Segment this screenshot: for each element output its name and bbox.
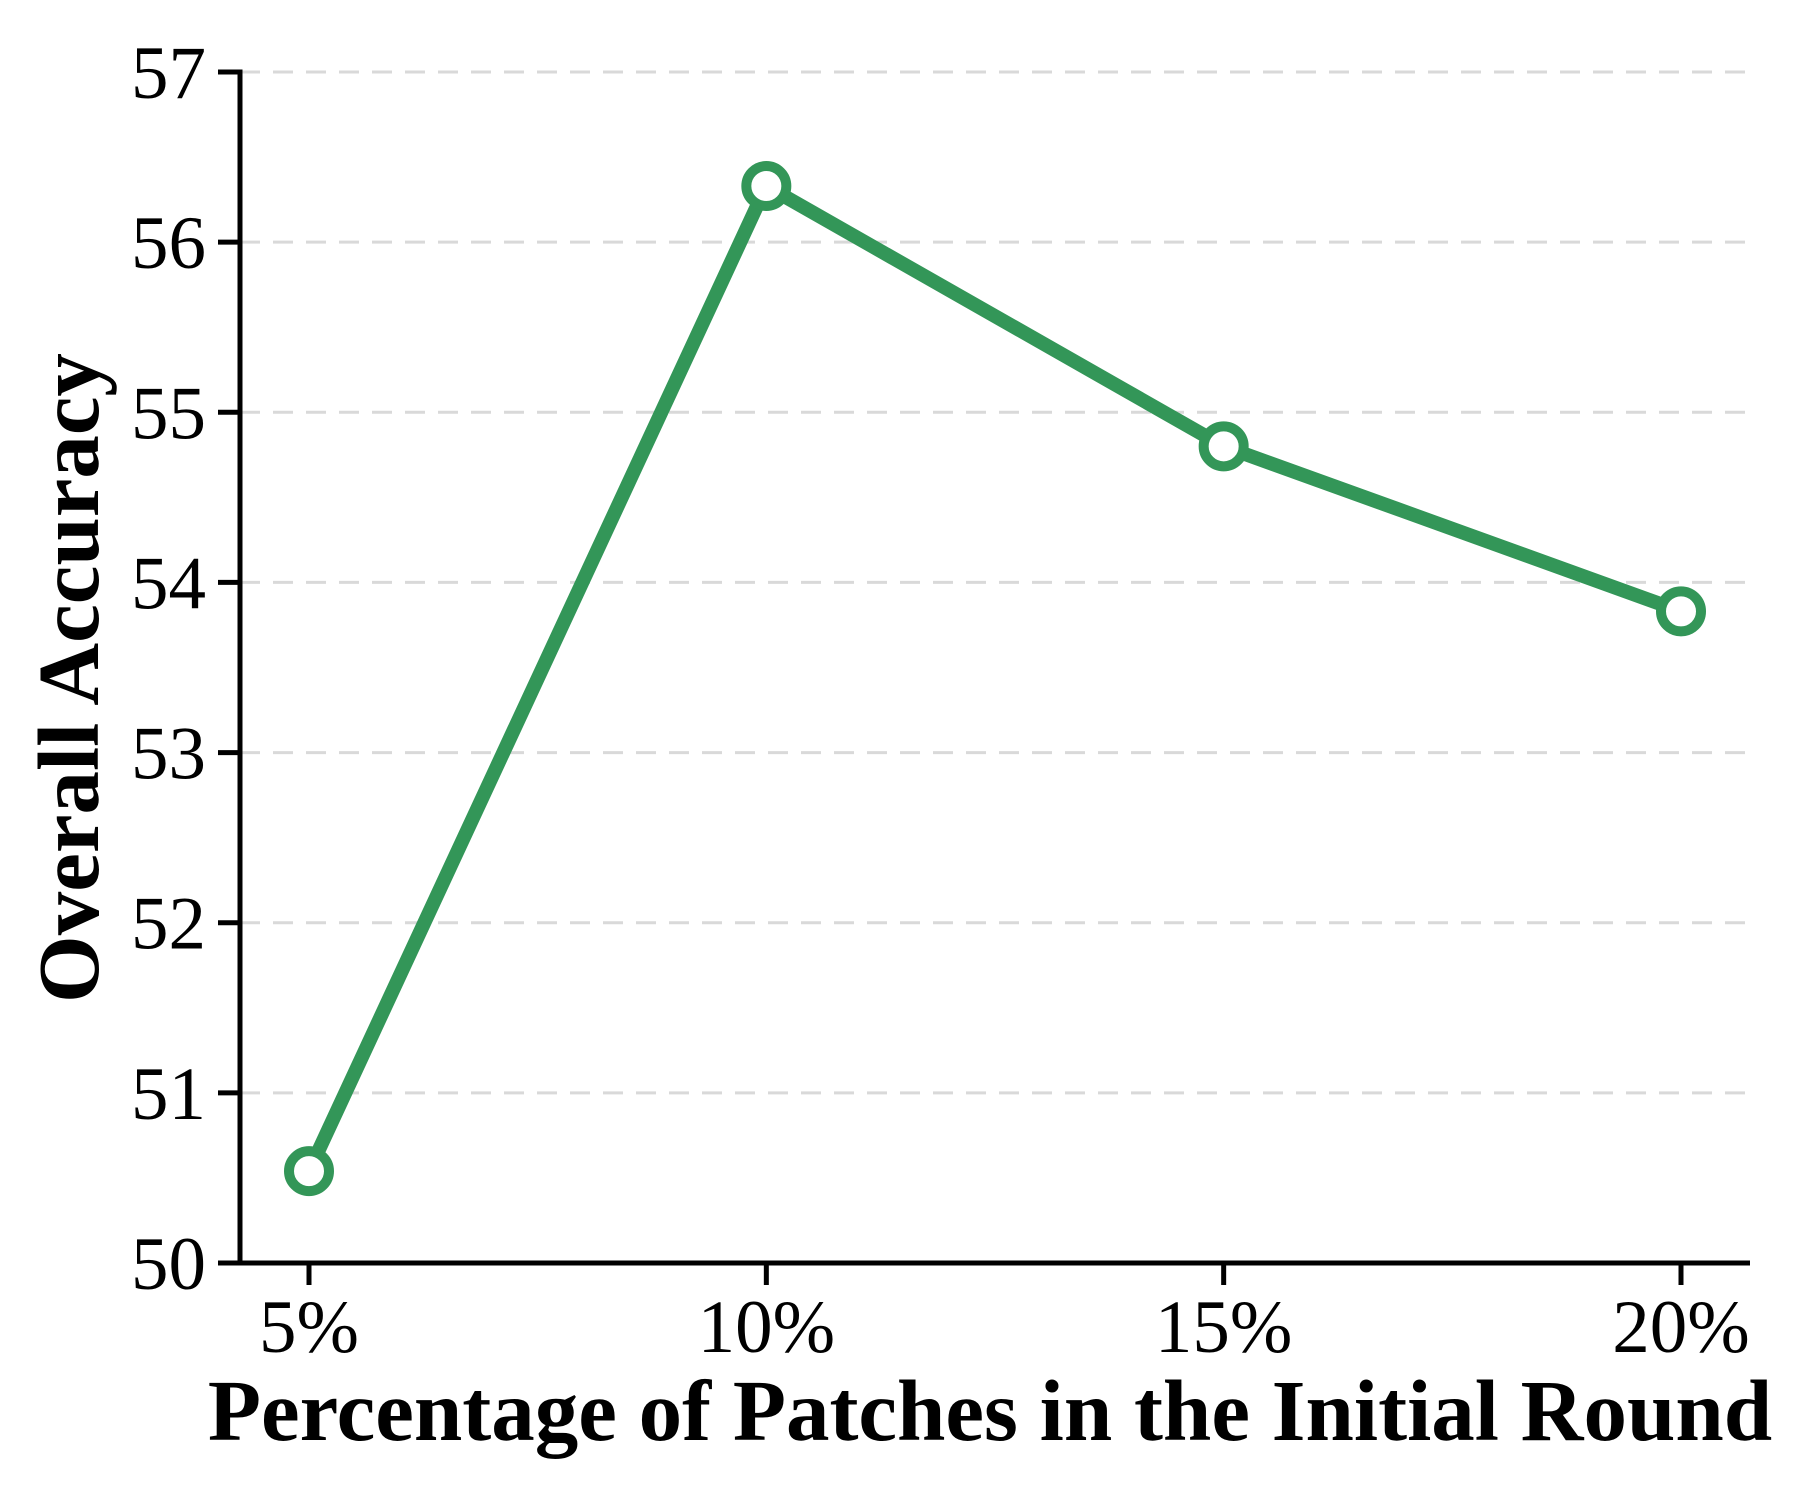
accuracy-line: [302, 178, 1688, 1179]
y-tick-label: 51: [131, 1053, 206, 1136]
y-tick-label: 56: [131, 202, 206, 285]
data-point-marker: [284, 1146, 334, 1197]
y-tick-label: 52: [131, 883, 206, 966]
x-tick-label: 10%: [698, 1286, 835, 1369]
y-tick-label: 57: [131, 32, 206, 115]
grid-layer: 50 51 52 53 54 55 56 57 5% 10% 15% 20%: [131, 32, 1750, 1369]
y-tick-label: 54: [131, 542, 206, 625]
y-tick-label: 55: [131, 372, 206, 455]
data-point-marker: [741, 160, 792, 211]
x-tick-label: 20%: [1612, 1286, 1749, 1369]
y-tick-label: 50: [131, 1223, 206, 1306]
x-tick-label: 15%: [1155, 1286, 1292, 1369]
data-point-marker: [1198, 421, 1249, 472]
series-layer: [284, 160, 1706, 1197]
y-tick-label: 53: [131, 713, 206, 796]
x-tick-label: 5%: [259, 1286, 359, 1369]
data-point-marker: [1656, 586, 1706, 637]
y-axis-label: Overall Accuracy: [20, 353, 117, 1003]
x-axis-label: Percentage of Patches in the Initial Rou…: [208, 1362, 1772, 1459]
